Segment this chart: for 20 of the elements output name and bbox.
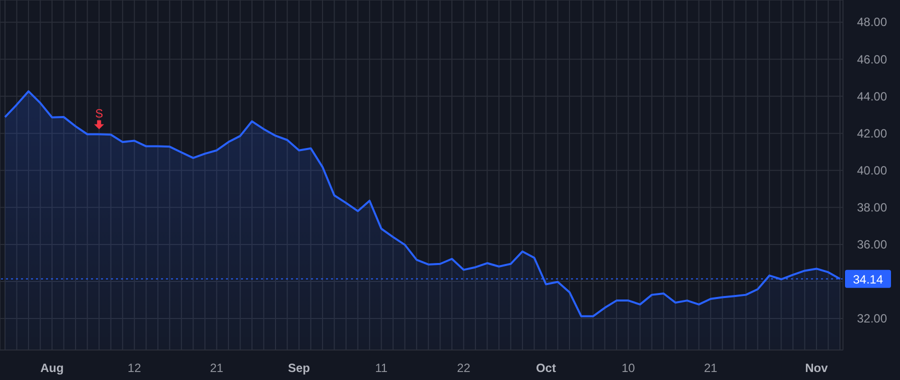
- y-tick-label: 46.00: [857, 52, 888, 66]
- y-tick-label: 32.00: [857, 312, 888, 326]
- x-tick-label: 22: [456, 361, 471, 375]
- x-tick-label: Sep: [288, 361, 310, 375]
- ref-line-label: 34.14: [852, 272, 884, 286]
- y-tick-label: 38.00: [857, 200, 888, 214]
- x-tick-label: Aug: [40, 361, 64, 375]
- x-tick-label: Oct: [536, 361, 556, 375]
- y-tick-label: 44.00: [857, 89, 888, 104]
- y-tick-label: 36.00: [857, 237, 888, 252]
- x-tick-label: 10: [622, 361, 636, 375]
- y-tick-label: 42.00: [857, 126, 888, 140]
- x-tick-label: 11: [375, 361, 388, 375]
- y-tick-label: 48.00: [857, 15, 888, 30]
- x-tick-label: 21: [704, 361, 718, 375]
- x-tick-label: Nov: [805, 361, 828, 375]
- x-tick-label: 12: [128, 361, 142, 375]
- x-tick-label: 21: [210, 361, 224, 375]
- annotation: S: [95, 106, 104, 120]
- y-tick-label: 40.00: [857, 163, 888, 178]
